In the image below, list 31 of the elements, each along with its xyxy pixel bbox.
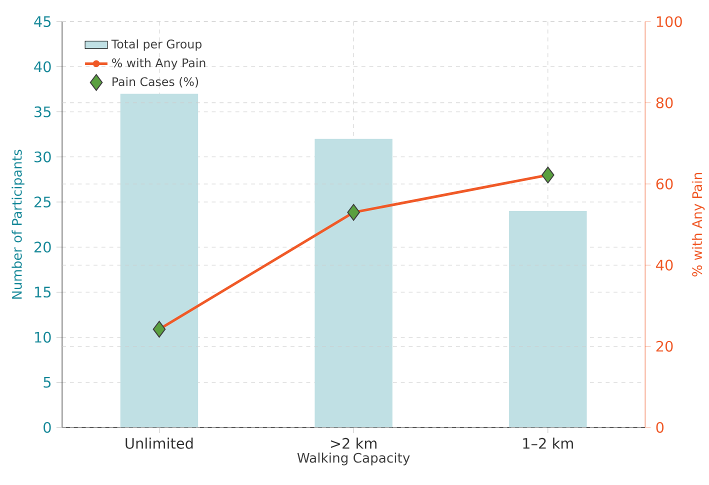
point	[541, 166, 554, 184]
y2-tick-label: 100	[656, 16, 682, 28]
x-tick-label: 1–2 km	[523, 438, 573, 449]
bar	[509, 210, 587, 428]
y2-tick-label: 60	[656, 178, 673, 190]
y-tick-label: 45	[34, 16, 51, 27]
x-tick-label: >2 km	[330, 438, 376, 449]
y-tick-label: 30	[34, 151, 51, 162]
y-tick-label: 5	[44, 376, 51, 388]
point	[152, 320, 166, 338]
x-tick-label: Unlimited	[126, 438, 193, 449]
y2-tick-label: 0	[656, 422, 664, 433]
legend-label: Pain Cases (%)	[112, 76, 198, 88]
y-tick-label: 25	[34, 196, 51, 208]
bar	[314, 138, 392, 428]
y-tick-label: 40	[34, 61, 51, 72]
bar	[120, 94, 198, 428]
legend-label: % with Any Pain	[112, 58, 206, 70]
point	[347, 204, 360, 221]
y-tick-label: 20	[34, 242, 51, 252]
y-tick-label: 10	[35, 332, 51, 343]
y2-tick-label: 80	[656, 97, 673, 108]
y2-tick-label: 40	[656, 260, 673, 270]
x-axis-title: Walking Capacity	[297, 452, 410, 466]
y-tick-label: 0	[44, 422, 51, 433]
y-tick-label: 15	[35, 286, 51, 298]
legend-label: Total per Group	[111, 39, 202, 51]
y2-tick-label: 20	[656, 340, 673, 352]
y2-axis-title: % with Any Pain	[692, 172, 705, 276]
y-axis-title: Number of Participants	[12, 150, 24, 299]
y-tick-label: 35	[34, 106, 51, 118]
